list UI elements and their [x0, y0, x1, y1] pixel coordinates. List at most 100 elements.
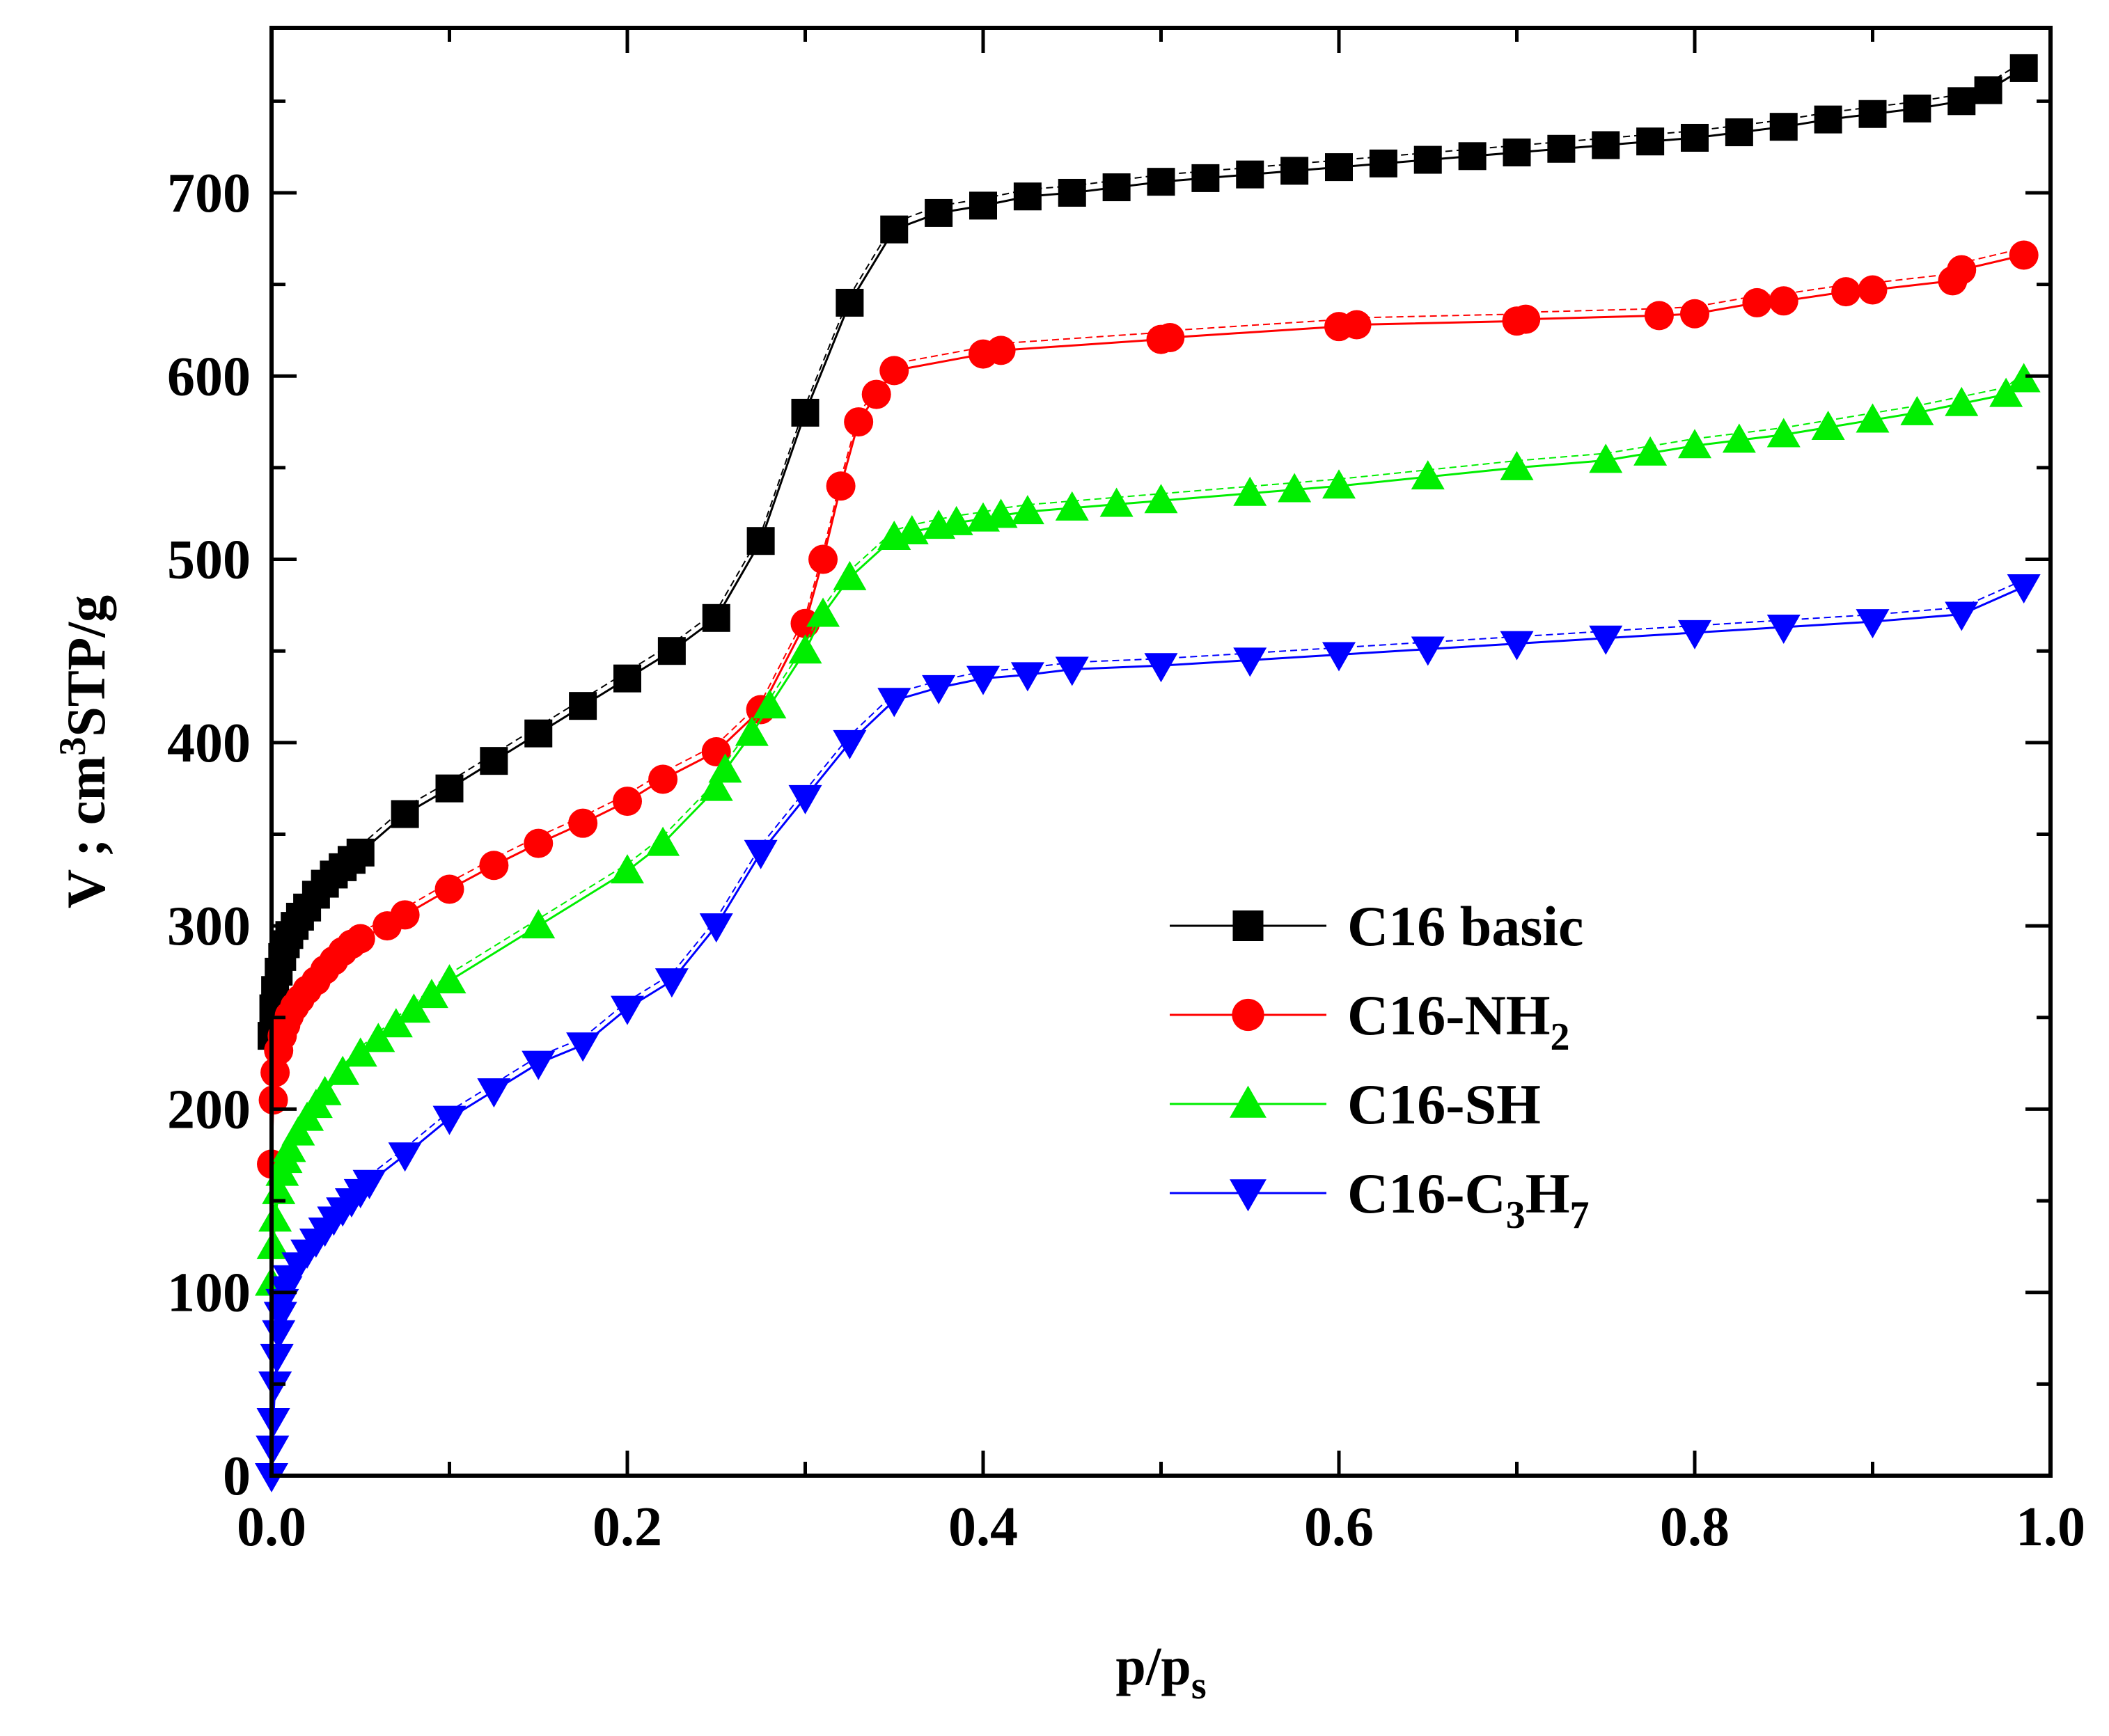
data-point — [861, 379, 891, 409]
data-point — [1589, 625, 1623, 655]
x-tick-label: 0.6 — [1304, 1497, 1374, 1558]
data-point — [434, 874, 464, 904]
data-point — [611, 854, 644, 884]
data-point — [1155, 322, 1185, 352]
data-point — [1633, 436, 1668, 466]
y-tick-label: 700 — [167, 163, 251, 224]
data-point — [308, 1075, 342, 1105]
data-point — [879, 356, 909, 386]
data-point — [1342, 310, 1372, 340]
data-point — [1500, 450, 1534, 480]
data-point — [1325, 153, 1353, 182]
data-point — [1725, 118, 1753, 147]
data-point — [654, 968, 689, 998]
data-point — [1010, 495, 1044, 525]
data-point — [1458, 142, 1487, 171]
data-point — [833, 729, 867, 759]
data-point — [1722, 423, 1756, 453]
data-point — [260, 1343, 294, 1373]
data-point — [1766, 418, 1801, 448]
data-point — [966, 665, 1000, 695]
data-point — [788, 784, 822, 814]
data-point — [806, 597, 840, 627]
data-point — [744, 839, 778, 869]
x-tick-label: 0.4 — [948, 1497, 1018, 1558]
data-point — [1856, 403, 1890, 433]
data-point — [877, 688, 911, 718]
data-point — [895, 515, 929, 545]
y-tick-label: 500 — [167, 530, 251, 591]
data-point — [925, 198, 953, 227]
data-point — [1742, 287, 1772, 317]
legend-label: C16-SH — [1347, 1073, 1541, 1136]
y-tick-label: 200 — [167, 1079, 251, 1140]
data-point — [1592, 131, 1620, 159]
legend-item: C16-SH — [1170, 1073, 1541, 1136]
data-point — [435, 774, 464, 803]
data-point — [1831, 277, 1861, 307]
data-point — [1322, 469, 1356, 499]
data-point — [648, 764, 678, 794]
data-point — [735, 716, 769, 746]
data-point — [432, 964, 467, 994]
data-point — [1681, 123, 1709, 152]
data-point — [1769, 286, 1798, 316]
data-point — [524, 719, 553, 748]
y-tick-label: 300 — [167, 896, 251, 957]
data-point — [2009, 240, 2039, 270]
data-point — [272, 1133, 306, 1162]
data-point — [1636, 127, 1665, 156]
data-point — [1678, 429, 1711, 459]
data-point — [1058, 178, 1086, 207]
data-point — [2009, 54, 2038, 82]
data-point — [702, 603, 730, 632]
data-point — [1369, 149, 1397, 177]
legend-label: C16 basic — [1347, 894, 1583, 958]
legend-label: C16-NH2 — [1347, 984, 1570, 1059]
data-point — [1644, 301, 1674, 331]
data-point — [379, 1008, 413, 1038]
data-point — [1769, 113, 1798, 141]
data-point — [1858, 275, 1888, 305]
data-point — [569, 692, 597, 720]
data-point — [1055, 656, 1089, 686]
data-point — [1013, 182, 1042, 211]
data-point — [657, 637, 686, 665]
data-point — [361, 1023, 395, 1052]
data-point — [1814, 105, 1842, 134]
data-point — [479, 851, 509, 881]
data-point — [1945, 601, 1979, 631]
data-point — [1811, 410, 1845, 440]
data-point — [1511, 304, 1541, 334]
legend-item: C16-C3H7 — [1170, 1162, 1590, 1237]
data-point — [568, 808, 598, 838]
data-point — [477, 1078, 511, 1108]
data-point — [1945, 386, 1979, 416]
data-point — [1144, 653, 1178, 683]
data-point — [613, 787, 642, 816]
y-axis-label: V ; cm3STP/g — [52, 595, 116, 908]
legend: C16 basic C16-NH2 C16-SH C16-C3H7 — [1170, 894, 1590, 1237]
data-point — [1947, 255, 1977, 285]
data-point — [1010, 662, 1044, 692]
x-tick-label: 0.0 — [237, 1497, 306, 1558]
data-point — [1411, 636, 1445, 666]
data-point — [1144, 484, 1178, 514]
data-point — [2007, 574, 2041, 604]
legend-marker — [1230, 1179, 1267, 1212]
data-point — [833, 560, 867, 590]
data-point — [346, 838, 375, 867]
data-point — [1900, 395, 1934, 425]
data-point — [939, 505, 973, 535]
data-point — [791, 398, 820, 427]
data-point — [1322, 642, 1356, 672]
data-point — [1413, 145, 1442, 174]
data-point — [699, 771, 733, 801]
data-point — [1974, 76, 2002, 104]
data-point — [480, 747, 508, 775]
axes-layer: 0.0 0.2 0.4 0.6 0.8 1.0 0 100 200 300 400 500 600 700 — [167, 28, 2085, 1558]
data-point — [258, 1371, 292, 1401]
